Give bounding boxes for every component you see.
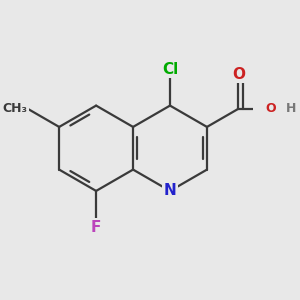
Text: Cl: Cl [162, 62, 178, 77]
Text: O: O [266, 102, 276, 115]
Text: N: N [164, 183, 176, 198]
Text: CH₃: CH₃ [3, 102, 28, 115]
Text: F: F [91, 220, 101, 235]
Text: H: H [286, 102, 296, 115]
Text: O: O [232, 67, 245, 82]
